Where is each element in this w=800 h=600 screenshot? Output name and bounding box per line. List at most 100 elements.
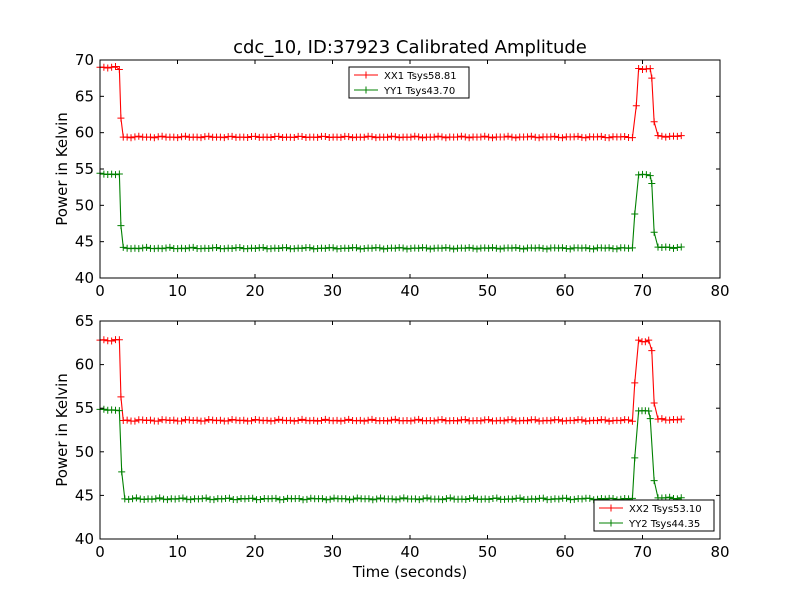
data-point-marker <box>181 132 189 140</box>
data-point-marker <box>646 65 654 73</box>
data-point-marker <box>310 416 318 424</box>
data-point-marker <box>648 347 656 355</box>
data-point-marker <box>131 133 139 141</box>
data-point-marker <box>123 133 131 141</box>
data-point-marker <box>621 132 629 140</box>
series-line-2-1 <box>99 339 682 423</box>
y-tick-label: 50 <box>75 196 94 214</box>
data-point-marker <box>457 132 465 140</box>
x-tick-label: 40 <box>400 543 419 561</box>
data-point-marker <box>298 415 306 423</box>
data-point-marker <box>454 417 462 425</box>
data-point-marker <box>635 336 643 344</box>
series-line-2-2 <box>99 408 682 501</box>
data-point-marker <box>108 337 116 345</box>
data-point-marker <box>225 494 233 502</box>
data-point-marker <box>345 133 353 141</box>
data-point-marker <box>666 416 674 424</box>
data-point-marker <box>466 495 474 503</box>
data-point-marker <box>143 243 151 251</box>
data-point-marker <box>562 245 570 253</box>
data-point-marker <box>373 495 381 503</box>
data-point-marker <box>197 134 205 142</box>
legend-marker <box>362 71 370 79</box>
data-point-marker <box>360 133 368 141</box>
x-tick-label: 10 <box>168 282 187 300</box>
data-point-marker <box>275 415 283 423</box>
data-point-marker <box>628 244 636 252</box>
data-point-marker <box>523 133 531 141</box>
data-point-marker <box>642 171 650 179</box>
data-point-marker <box>123 416 131 424</box>
data-point-marker <box>368 133 376 141</box>
data-point-marker <box>677 415 685 423</box>
series-line-1-2 <box>99 172 682 250</box>
data-point-marker <box>666 243 674 251</box>
data-point-marker <box>543 245 551 253</box>
data-point-marker <box>213 243 221 251</box>
data-point-marker <box>125 495 133 503</box>
data-point-marker <box>650 399 658 407</box>
data-point-marker <box>290 133 298 141</box>
data-point-marker <box>635 171 643 179</box>
data-point-marker <box>601 416 609 424</box>
data-point-marker <box>426 416 434 424</box>
data-point-marker <box>129 495 137 503</box>
data-point-marker <box>263 416 271 424</box>
data-point-marker <box>135 132 143 140</box>
data-point-marker <box>395 134 403 142</box>
data-point-marker <box>632 102 640 110</box>
x-tick-label: 20 <box>245 543 264 561</box>
data-point-marker <box>508 244 516 252</box>
data-point-marker <box>566 245 574 253</box>
data-point-marker <box>166 243 174 251</box>
data-point-marker <box>645 336 653 344</box>
data-point-marker <box>582 134 590 142</box>
data-point-marker <box>353 494 361 502</box>
data-point-marker <box>360 417 368 425</box>
data-point-marker <box>477 417 485 425</box>
data-point-marker <box>558 244 566 252</box>
data-point-marker <box>322 496 330 504</box>
data-point-marker <box>423 494 431 502</box>
data-point-marker <box>267 133 275 141</box>
data-point-marker <box>251 244 259 252</box>
data-point-marker <box>446 494 454 502</box>
data-point-marker <box>115 336 123 344</box>
y-tick-label: 40 <box>75 269 94 287</box>
data-point-marker <box>150 134 158 142</box>
data-point-marker <box>617 417 625 425</box>
legend-entry: XX2 Tsys53.10 <box>629 504 702 515</box>
data-point-marker <box>170 133 178 141</box>
data-point-marker <box>391 244 399 252</box>
data-point-marker <box>646 172 654 180</box>
data-point-marker <box>407 133 415 141</box>
data-point-marker <box>356 416 364 424</box>
data-point-marker <box>384 133 392 141</box>
legend-box <box>593 499 715 532</box>
data-point-marker <box>469 244 477 252</box>
data-point-marker <box>605 417 613 425</box>
data-point-marker <box>422 244 430 252</box>
data-point-marker <box>132 494 140 502</box>
data-point-marker <box>407 417 415 425</box>
legend-box <box>348 66 470 99</box>
data-point-marker <box>442 134 450 142</box>
data-point-marker <box>547 417 555 425</box>
data-point-marker <box>590 245 598 253</box>
legend-marker <box>362 86 370 94</box>
data-point-marker <box>321 415 329 423</box>
data-point-marker <box>346 496 354 504</box>
data-point-marker <box>532 495 540 503</box>
data-point-marker <box>201 417 209 425</box>
data-point-marker <box>368 244 376 252</box>
data-point-marker <box>380 245 388 253</box>
data-point-marker <box>646 415 654 423</box>
data-point-marker <box>205 416 213 424</box>
data-point-marker <box>158 245 166 253</box>
data-point-marker <box>426 245 434 253</box>
data-point-marker <box>531 133 539 141</box>
data-point-marker <box>303 495 311 503</box>
data-point-marker <box>645 407 653 415</box>
data-point-marker <box>631 379 639 387</box>
